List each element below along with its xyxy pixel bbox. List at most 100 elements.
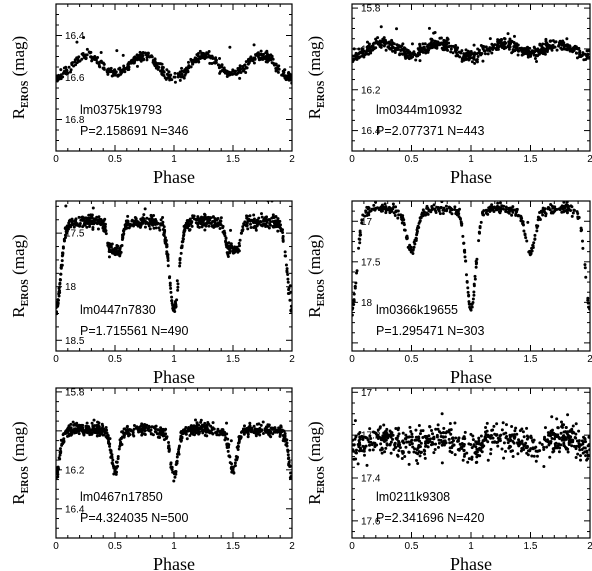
data-point: [143, 225, 147, 229]
data-point: [376, 436, 380, 440]
data-point: [561, 423, 565, 427]
data-point: [211, 432, 215, 436]
y-tick-label: 16.2: [361, 85, 381, 96]
data-point: [259, 57, 263, 61]
data-point: [544, 39, 548, 43]
data-point: [550, 437, 554, 441]
data-point: [551, 450, 555, 454]
x-axis-title: Phase: [153, 554, 195, 571]
data-point: [463, 255, 467, 259]
data-point: [139, 59, 143, 63]
data-point: [462, 241, 466, 245]
data-point: [414, 438, 418, 442]
data-point: [286, 273, 290, 277]
data-point: [182, 231, 186, 235]
data-point: [444, 42, 448, 46]
data-point: [142, 58, 146, 62]
data-point: [408, 243, 412, 247]
data-point: [77, 215, 81, 219]
data-point: [384, 48, 388, 52]
data-point: [56, 475, 60, 479]
data-point: [252, 430, 256, 434]
data-point: [57, 467, 61, 471]
data-point: [70, 220, 74, 224]
data-point: [535, 229, 539, 233]
data-point: [562, 45, 566, 49]
data-point: [426, 445, 430, 449]
data-point: [499, 40, 503, 44]
data-point: [181, 429, 185, 433]
data-point: [400, 186, 403, 189]
data-point: [367, 42, 371, 46]
data-point: [408, 247, 412, 251]
data-point: [352, 302, 356, 306]
data-point: [100, 422, 104, 426]
data-point: [271, 432, 275, 436]
data-point: [178, 78, 182, 82]
data-point: [533, 57, 537, 61]
y-axis-title: REROS (mag): [305, 234, 327, 317]
data-point: [557, 442, 561, 446]
data-point: [238, 244, 242, 248]
data-point: [577, 439, 581, 443]
data-point: [132, 434, 136, 438]
data-point: [174, 470, 178, 474]
data-point: [523, 52, 527, 56]
data-point: [226, 449, 230, 453]
data-point: [115, 249, 119, 253]
data-point: [176, 282, 180, 286]
data-point: [380, 447, 384, 451]
data-point: [352, 59, 355, 63]
data-point: [458, 216, 462, 220]
data-point: [215, 430, 219, 434]
data-point: [364, 210, 368, 214]
data-point: [286, 74, 290, 78]
data-point: [157, 65, 161, 69]
data-point: [516, 452, 520, 456]
data-point: [536, 47, 540, 51]
data-point: [123, 427, 127, 431]
data-point: [418, 216, 422, 220]
data-point: [144, 424, 148, 428]
data-point: [59, 272, 63, 276]
y-axis-title: REROS (mag): [9, 234, 31, 317]
data-point: [529, 447, 533, 451]
data-point: [107, 439, 111, 443]
data-point: [158, 222, 162, 226]
data-point: [252, 43, 256, 47]
data-point: [559, 420, 563, 424]
data-point: [286, 277, 290, 281]
data-point: [428, 425, 432, 429]
data-point: [399, 45, 403, 49]
data-point: [66, 71, 70, 75]
data-point: [415, 448, 419, 452]
data-point: [230, 244, 234, 248]
data-point: [432, 43, 436, 47]
data-point: [577, 441, 581, 445]
data-point: [464, 55, 468, 59]
data-point: [500, 447, 504, 451]
data-point: [99, 218, 103, 222]
data-point: [178, 70, 182, 74]
data-point: [579, 454, 583, 458]
data-point: [83, 223, 87, 227]
data-point: [437, 441, 441, 445]
data-point: [118, 438, 122, 442]
data-point: [431, 436, 435, 440]
star-name-label: lm0375k19793: [80, 103, 162, 117]
y-tick-label: 15.8: [65, 387, 85, 398]
data-point: [354, 54, 358, 58]
data-point: [496, 38, 500, 42]
data-point: [512, 436, 516, 440]
data-point: [575, 210, 579, 214]
data-point: [421, 42, 425, 46]
data-point: [450, 436, 454, 440]
data-point: [405, 440, 409, 444]
data-point: [282, 434, 286, 438]
data-point: [380, 451, 384, 455]
data-point: [470, 455, 474, 459]
data-point: [510, 449, 514, 453]
data-point: [432, 203, 436, 207]
data-point: [422, 210, 426, 214]
data-point: [277, 426, 281, 430]
